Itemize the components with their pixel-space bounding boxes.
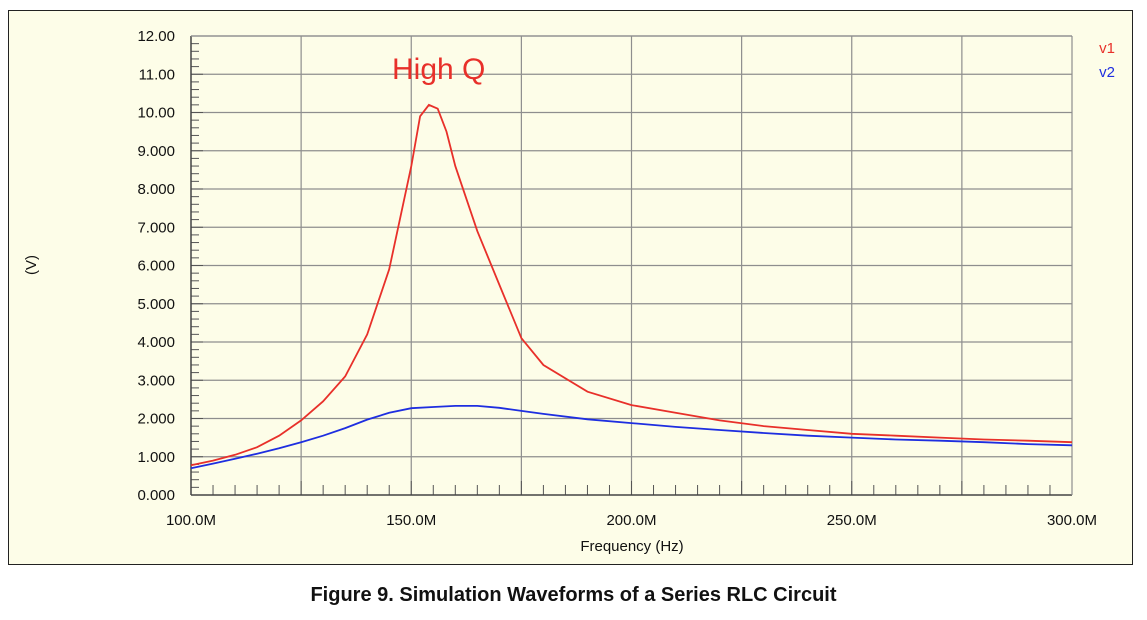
high-q-annotation: High Q bbox=[392, 53, 485, 86]
y-tick-label: 1.000 bbox=[137, 449, 175, 466]
y-tick-label: 7.000 bbox=[137, 219, 175, 236]
x-tick-label: 150.0M bbox=[386, 512, 436, 529]
plot-area: 0.000 1.000 2.000 3.000 4.000 5.000 6.000 7.000… bbox=[23, 28, 1115, 555]
x-tick-label: 200.0M bbox=[606, 512, 656, 529]
x-axis-title: Frequency (Hz) bbox=[580, 538, 683, 555]
gridlines bbox=[191, 35, 1072, 495]
legend-v2: v2 bbox=[1099, 64, 1115, 81]
series-line-v1 bbox=[190, 103, 1073, 467]
y-tick-label: 3.000 bbox=[137, 372, 175, 389]
series-lines bbox=[190, 103, 1073, 470]
x-tick-label: 250.0M bbox=[827, 512, 877, 529]
figure-caption: Figure 9. Simulation Waveforms of a Seri… bbox=[310, 584, 837, 606]
axes bbox=[190, 35, 1073, 496]
y-tick-label: 4.000 bbox=[137, 334, 175, 351]
y-tick-label: 11.00 bbox=[139, 66, 175, 83]
x-tick-label: 100.0M bbox=[166, 512, 216, 529]
y-tick-label: 6.000 bbox=[137, 258, 175, 275]
y-tick-label: 0.000 bbox=[137, 487, 175, 504]
y-tick-label: 10.00 bbox=[137, 105, 175, 122]
legend-v1: v1 bbox=[1099, 40, 1115, 57]
series-line-v2 bbox=[190, 404, 1073, 470]
y-tick-label: 8.000 bbox=[137, 181, 175, 198]
y-tick-label: 5.000 bbox=[137, 296, 175, 313]
y-tick-label: 2.000 bbox=[137, 411, 175, 428]
y-axis-title: (V) bbox=[23, 255, 40, 275]
y-tick-label: 12.00 bbox=[137, 28, 175, 45]
x-tick-label: 300.0M bbox=[1047, 512, 1097, 529]
tick-labels: 0.000 1.000 2.000 3.000 4.000 5.000 6.000 7.000… bbox=[137, 28, 1097, 529]
y-tick-label: 9.000 bbox=[137, 143, 175, 160]
